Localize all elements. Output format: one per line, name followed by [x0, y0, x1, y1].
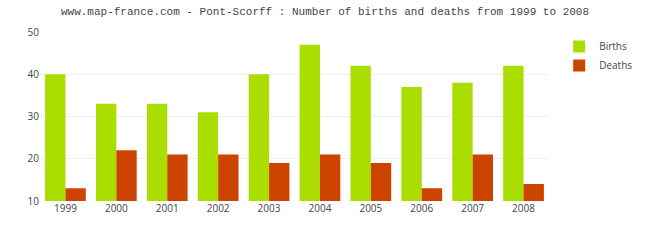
- svg-text:2006: 2006: [410, 201, 433, 215]
- svg-text:Deaths: Deaths: [599, 58, 632, 72]
- svg-text:50: 50: [28, 25, 40, 39]
- svg-text:40: 40: [28, 67, 40, 81]
- svg-text:30: 30: [28, 109, 40, 123]
- svg-text:2000: 2000: [105, 201, 128, 215]
- svg-text:2002: 2002: [207, 201, 230, 215]
- svg-text:2004: 2004: [309, 201, 332, 215]
- svg-text:2001: 2001: [156, 201, 179, 215]
- svg-text:10: 10: [28, 194, 40, 208]
- svg-text:1999: 1999: [54, 201, 77, 215]
- svg-text:2005: 2005: [359, 201, 382, 215]
- svg-text:20: 20: [28, 151, 40, 165]
- svg-text:Births: Births: [599, 39, 627, 53]
- svg-text:www.map-france.com - Pont-Scor: www.map-france.com - Pont-Scorff : Numbe…: [61, 6, 589, 18]
- svg-text:2003: 2003: [258, 201, 281, 215]
- svg-text:2008: 2008: [512, 201, 535, 215]
- svg-text:2007: 2007: [461, 201, 484, 215]
